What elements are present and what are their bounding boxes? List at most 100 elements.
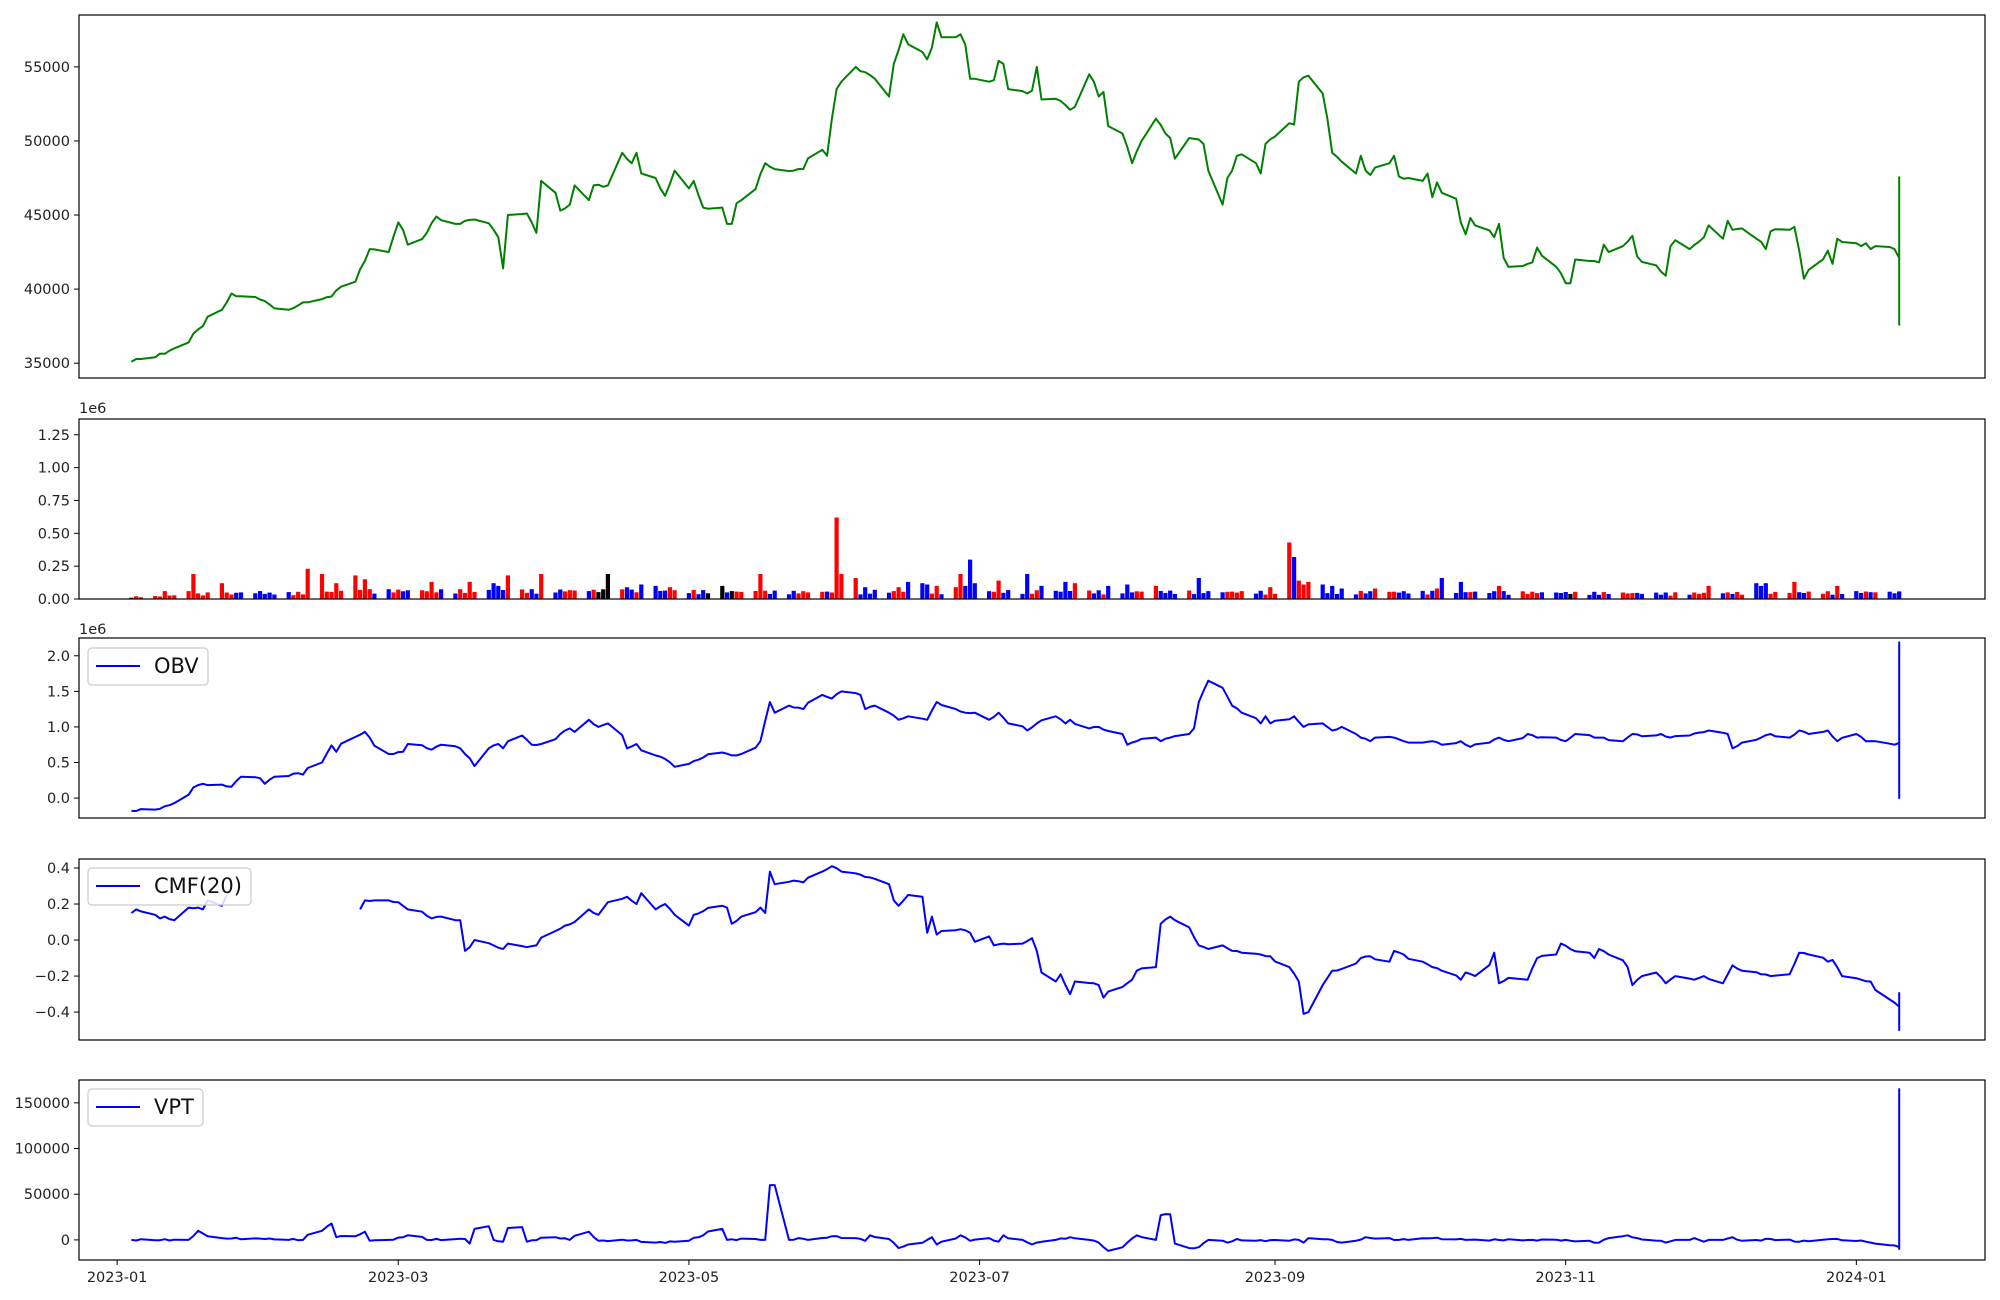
volume-bar — [953, 587, 958, 599]
volume-bar — [801, 591, 806, 599]
volume-ytick-label: 0.50 — [38, 526, 70, 542]
volume-bar — [1072, 583, 1077, 599]
volume-bar — [634, 592, 639, 599]
volume-bar — [1301, 584, 1306, 599]
obv-ytick-label: 1.5 — [47, 684, 70, 700]
volume-bar — [1420, 590, 1425, 599]
volume-bar — [896, 587, 901, 599]
cmf-ytick-label: 0.0 — [47, 933, 70, 949]
volume-bar — [129, 597, 134, 599]
volume-bar — [1687, 594, 1692, 599]
volume-bar — [1392, 591, 1397, 599]
price-ytick-label: 55000 — [24, 60, 70, 76]
volume-bar — [724, 592, 730, 599]
volume-bar — [291, 595, 296, 599]
volume-bar — [372, 593, 377, 599]
volume-bar — [1220, 592, 1225, 599]
volume-bar — [1473, 591, 1478, 599]
volume-panel: 0.00 0.25 0.50 0.75 1.00 1.25 — [38, 418, 1986, 608]
volume-bar — [1272, 593, 1278, 599]
volume-bar — [1258, 590, 1263, 599]
volume-bar — [629, 589, 634, 599]
volume-bar — [296, 591, 301, 599]
volume-bar — [1268, 587, 1273, 599]
volume-bar — [996, 580, 1001, 599]
volume-bar — [358, 589, 363, 599]
volume-bar — [720, 585, 725, 599]
volume-bar — [1068, 591, 1073, 599]
volume-bar — [396, 589, 401, 599]
volume-bar — [1768, 593, 1773, 599]
volume-bar — [1654, 592, 1659, 599]
volume-bar — [157, 596, 163, 599]
volume-bar — [253, 593, 258, 599]
volume-bar — [1530, 591, 1535, 599]
volume-bar — [572, 590, 577, 599]
volume-bar — [1396, 592, 1401, 599]
cmf-ytick-label: 0.2 — [47, 897, 70, 913]
volume-bar — [1287, 542, 1292, 599]
volume-bar — [186, 591, 191, 599]
volume-bar — [200, 595, 205, 599]
volume-bar — [1606, 594, 1611, 599]
volume-bar — [672, 590, 677, 599]
cmf-ytick-label: 0.4 — [47, 861, 70, 877]
volume-bar — [1830, 594, 1835, 599]
volume-bar — [1006, 590, 1011, 599]
volume-bar — [820, 591, 825, 599]
obv-frame — [78, 637, 1986, 819]
volume-bar — [791, 590, 796, 599]
volume-bar — [1563, 592, 1568, 599]
volume-bar — [1373, 588, 1378, 599]
volume-bar — [1730, 593, 1735, 599]
volume-bar — [601, 589, 606, 599]
volume-bar — [705, 593, 711, 599]
volume-bar — [1468, 592, 1473, 599]
volume-bar — [758, 574, 763, 599]
volume-bar — [1868, 592, 1873, 599]
obv-legend: OBV — [87, 647, 209, 686]
volume-bar — [1401, 591, 1406, 599]
volume-bar — [591, 589, 596, 599]
volume-bar — [534, 593, 539, 599]
vpt-legend-box — [87, 1088, 204, 1127]
volume-bar — [153, 596, 158, 599]
volume-bar — [1720, 593, 1725, 599]
cmf-panel: −0.4 −0.2 0.0 0.2 0.4 — [35, 858, 1986, 1041]
volume-bar — [624, 587, 630, 599]
volume-bar — [1454, 593, 1459, 599]
volume-bar — [605, 574, 610, 599]
volume-bar — [934, 585, 939, 599]
volume-bar — [472, 591, 477, 599]
volume-bar — [663, 590, 668, 599]
obv-scale-label: 1e6 — [79, 622, 106, 638]
volume-bar — [329, 591, 334, 599]
volume-bar — [1334, 594, 1340, 599]
volume-bar — [1568, 593, 1573, 599]
cmf-line-segment — [359, 865, 1901, 1032]
vpt-legend-label: VPT — [154, 1095, 194, 1119]
volume-bar — [829, 592, 834, 599]
volume-bar — [191, 574, 196, 599]
volume-bar — [567, 590, 572, 599]
volume-bar — [1801, 593, 1806, 599]
price-line — [130, 21, 1901, 363]
volume-bar — [300, 594, 306, 599]
volume-bar — [1668, 595, 1673, 599]
volume-bar — [1558, 593, 1563, 599]
volume-bar — [1739, 594, 1745, 599]
volume-bar — [539, 574, 544, 599]
volume-bar — [1520, 591, 1525, 599]
volume-bar — [1787, 592, 1792, 599]
volume-bar — [196, 593, 201, 599]
volume-bar — [1091, 593, 1096, 599]
cmf-legend: CMF(20) — [87, 867, 252, 906]
volume-bar — [1535, 593, 1540, 599]
volume-bar — [1825, 591, 1830, 599]
volume-bar — [1434, 588, 1440, 599]
volume-bar — [839, 574, 844, 599]
vpt-xtick-label: 2023-09 — [1245, 1270, 1306, 1286]
volume-bar — [1458, 581, 1463, 599]
volume-bar — [486, 589, 491, 599]
volume-bar — [1196, 578, 1201, 599]
